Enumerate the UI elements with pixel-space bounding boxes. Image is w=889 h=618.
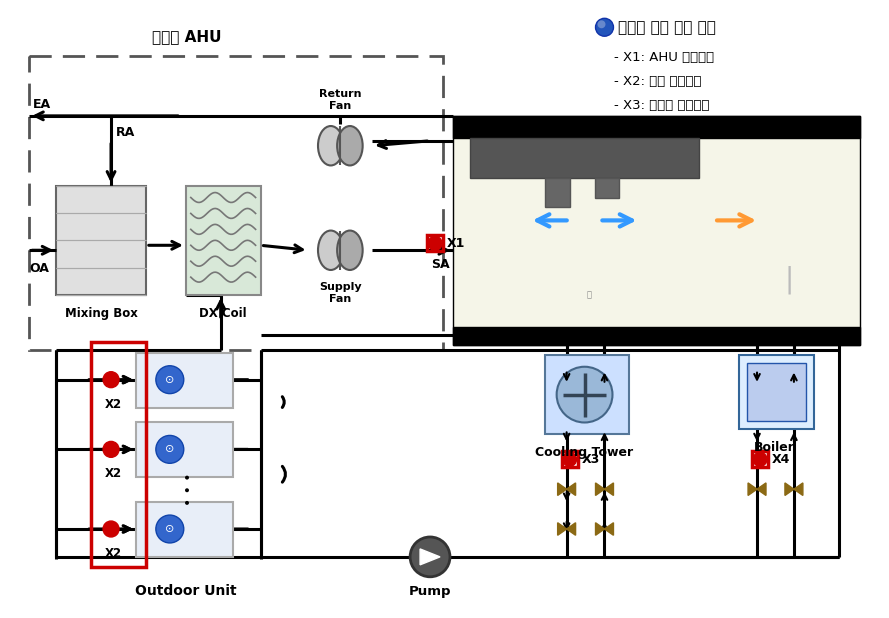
Text: X2: X2: [105, 467, 122, 480]
Bar: [453, 116, 860, 138]
Bar: [136, 423, 233, 477]
Text: ⊙: ⊙: [165, 375, 174, 384]
Text: Boiler: Boiler: [754, 441, 795, 454]
Text: - X1: AHU 급기온도: - X1: AHU 급기온도: [614, 51, 715, 64]
Circle shape: [103, 521, 119, 537]
Bar: [136, 502, 233, 557]
Text: X1: X1: [447, 237, 465, 250]
Bar: [545, 177, 570, 208]
Polygon shape: [757, 483, 766, 496]
Polygon shape: [596, 483, 605, 496]
Text: Supply
Fan: Supply Fan: [319, 282, 362, 303]
Text: X2: X2: [105, 547, 122, 560]
Text: - X4: 온수 공급온도: - X4: 온수 공급온도: [614, 123, 701, 136]
Bar: [470, 138, 700, 177]
Text: Mixing Box: Mixing Box: [65, 307, 138, 320]
Text: X3: X3: [581, 453, 600, 466]
Bar: [136, 353, 233, 407]
Text: Pump: Pump: [409, 585, 452, 598]
Bar: [595, 177, 620, 198]
Ellipse shape: [318, 231, 343, 270]
Bar: [29, 56, 443, 350]
Polygon shape: [566, 523, 575, 535]
Text: EA: EA: [33, 98, 52, 111]
Polygon shape: [420, 549, 440, 565]
Circle shape: [156, 436, 184, 464]
Bar: [453, 116, 860, 345]
Circle shape: [596, 19, 613, 36]
Circle shape: [156, 366, 184, 394]
Polygon shape: [566, 483, 575, 496]
Circle shape: [103, 371, 119, 387]
Circle shape: [428, 236, 442, 250]
Polygon shape: [605, 483, 613, 496]
Text: X2: X2: [105, 397, 122, 410]
Text: ⊙: ⊙: [165, 444, 174, 454]
Text: RA: RA: [116, 126, 135, 139]
Text: SA: SA: [430, 258, 449, 271]
Text: Cooling Tower: Cooling Tower: [535, 446, 634, 459]
Circle shape: [103, 441, 119, 457]
Text: ⬛: ⬛: [587, 290, 592, 300]
Polygon shape: [794, 483, 803, 496]
Bar: [91, 342, 146, 567]
Circle shape: [410, 537, 450, 577]
Bar: [752, 451, 768, 467]
Text: X4: X4: [772, 453, 790, 466]
Bar: [739, 355, 813, 430]
Text: 직팽식 AHU: 직팽식 AHU: [152, 29, 221, 44]
Bar: [747, 363, 805, 421]
Text: Outdoor Unit: Outdoor Unit: [135, 584, 236, 598]
Polygon shape: [596, 523, 605, 535]
Bar: [545, 355, 629, 434]
Text: Return
Fan: Return Fan: [319, 89, 362, 111]
Text: |: |: [784, 266, 794, 294]
Circle shape: [563, 452, 577, 467]
Circle shape: [753, 452, 767, 467]
Bar: [56, 185, 146, 295]
Ellipse shape: [337, 126, 363, 166]
Polygon shape: [785, 483, 794, 496]
Bar: [427, 235, 443, 252]
Polygon shape: [557, 523, 566, 535]
Text: OA: OA: [29, 262, 49, 275]
Text: - X3: 냉각수 공급온도: - X3: 냉각수 공급온도: [614, 99, 710, 112]
Polygon shape: [748, 483, 757, 496]
Circle shape: [156, 515, 184, 543]
Circle shape: [597, 20, 605, 28]
Bar: [186, 185, 260, 295]
Text: DX Coil: DX Coil: [199, 307, 247, 320]
Polygon shape: [557, 483, 566, 496]
Text: - X2: 냉매 증발온도: - X2: 냉매 증발온도: [614, 75, 702, 88]
Text: ⊙: ⊙: [165, 524, 174, 534]
Ellipse shape: [337, 231, 363, 270]
Text: • • •: • • •: [182, 472, 196, 506]
Text: 시스템 주요 제어 변수: 시스템 주요 제어 변수: [619, 20, 717, 35]
Circle shape: [557, 366, 613, 423]
Ellipse shape: [318, 126, 343, 166]
Bar: [562, 451, 578, 467]
Polygon shape: [605, 523, 613, 535]
Bar: [453, 327, 860, 345]
